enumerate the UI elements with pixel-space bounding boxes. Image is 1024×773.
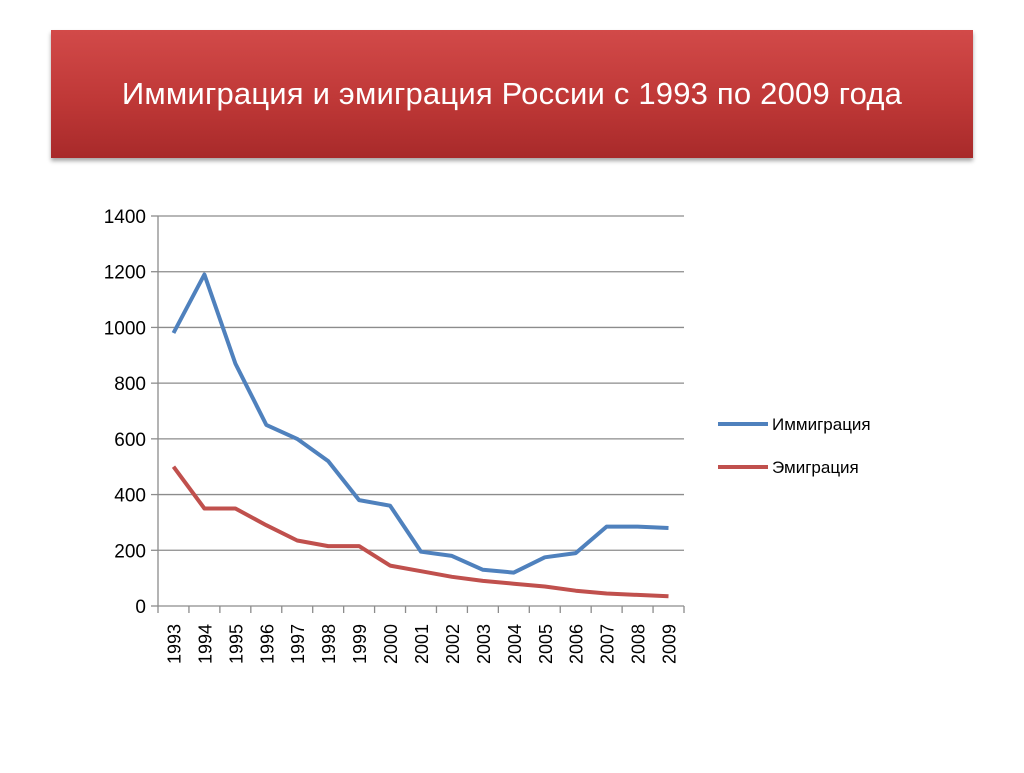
x-tick-label: 2000 xyxy=(381,624,401,664)
legend: Иммиграция Эмиграция xyxy=(718,415,871,477)
x-tick-label: 2008 xyxy=(629,624,649,664)
x-tick-label: 1994 xyxy=(195,624,215,664)
x-tick-label: 1995 xyxy=(226,624,246,664)
y-tick-label: 1200 xyxy=(104,263,146,284)
x-tick-label: 2005 xyxy=(536,624,556,664)
series-line-emigration xyxy=(171,465,669,599)
series-layer xyxy=(171,272,669,599)
y-tick-label: 600 xyxy=(114,430,146,451)
axis-layer: 0 200 400 600 800 1000 1200 1400 1993 1994 1995 199… xyxy=(104,207,685,664)
y-tick-label: 1400 xyxy=(104,207,146,228)
x-tick-label: 1999 xyxy=(350,624,370,664)
grid-layer xyxy=(158,215,684,551)
x-tick-label: 2002 xyxy=(443,624,463,664)
x-tick-label: 2001 xyxy=(412,624,432,664)
y-tick-label: 0 xyxy=(135,597,146,618)
y-tick-label: 800 xyxy=(114,374,146,395)
x-tick-label: 2004 xyxy=(505,624,525,664)
legend-label: Иммиграция xyxy=(772,415,871,434)
x-tick-label: 1993 xyxy=(164,624,184,664)
x-tick-label: 2006 xyxy=(567,624,587,664)
y-tick-label: 200 xyxy=(114,541,146,562)
x-tick-label: 2003 xyxy=(474,624,494,664)
y-tick-label: 400 xyxy=(114,486,146,507)
slide-title: Иммиграция и эмиграция России с 1993 по … xyxy=(121,76,903,111)
x-tick-label: 2007 xyxy=(598,624,618,664)
title-banner: Иммиграция и эмиграция России с 1993 по … xyxy=(51,30,973,158)
x-tick-label: 1996 xyxy=(257,624,277,664)
series-line-immigration xyxy=(171,272,669,575)
x-tick-label: 2009 xyxy=(660,624,680,664)
x-tick-label: 1997 xyxy=(288,624,308,664)
y-tick-label: 1000 xyxy=(104,318,146,339)
legend-label: Эмиграция xyxy=(772,458,859,477)
x-tick-label: 1998 xyxy=(319,624,339,664)
